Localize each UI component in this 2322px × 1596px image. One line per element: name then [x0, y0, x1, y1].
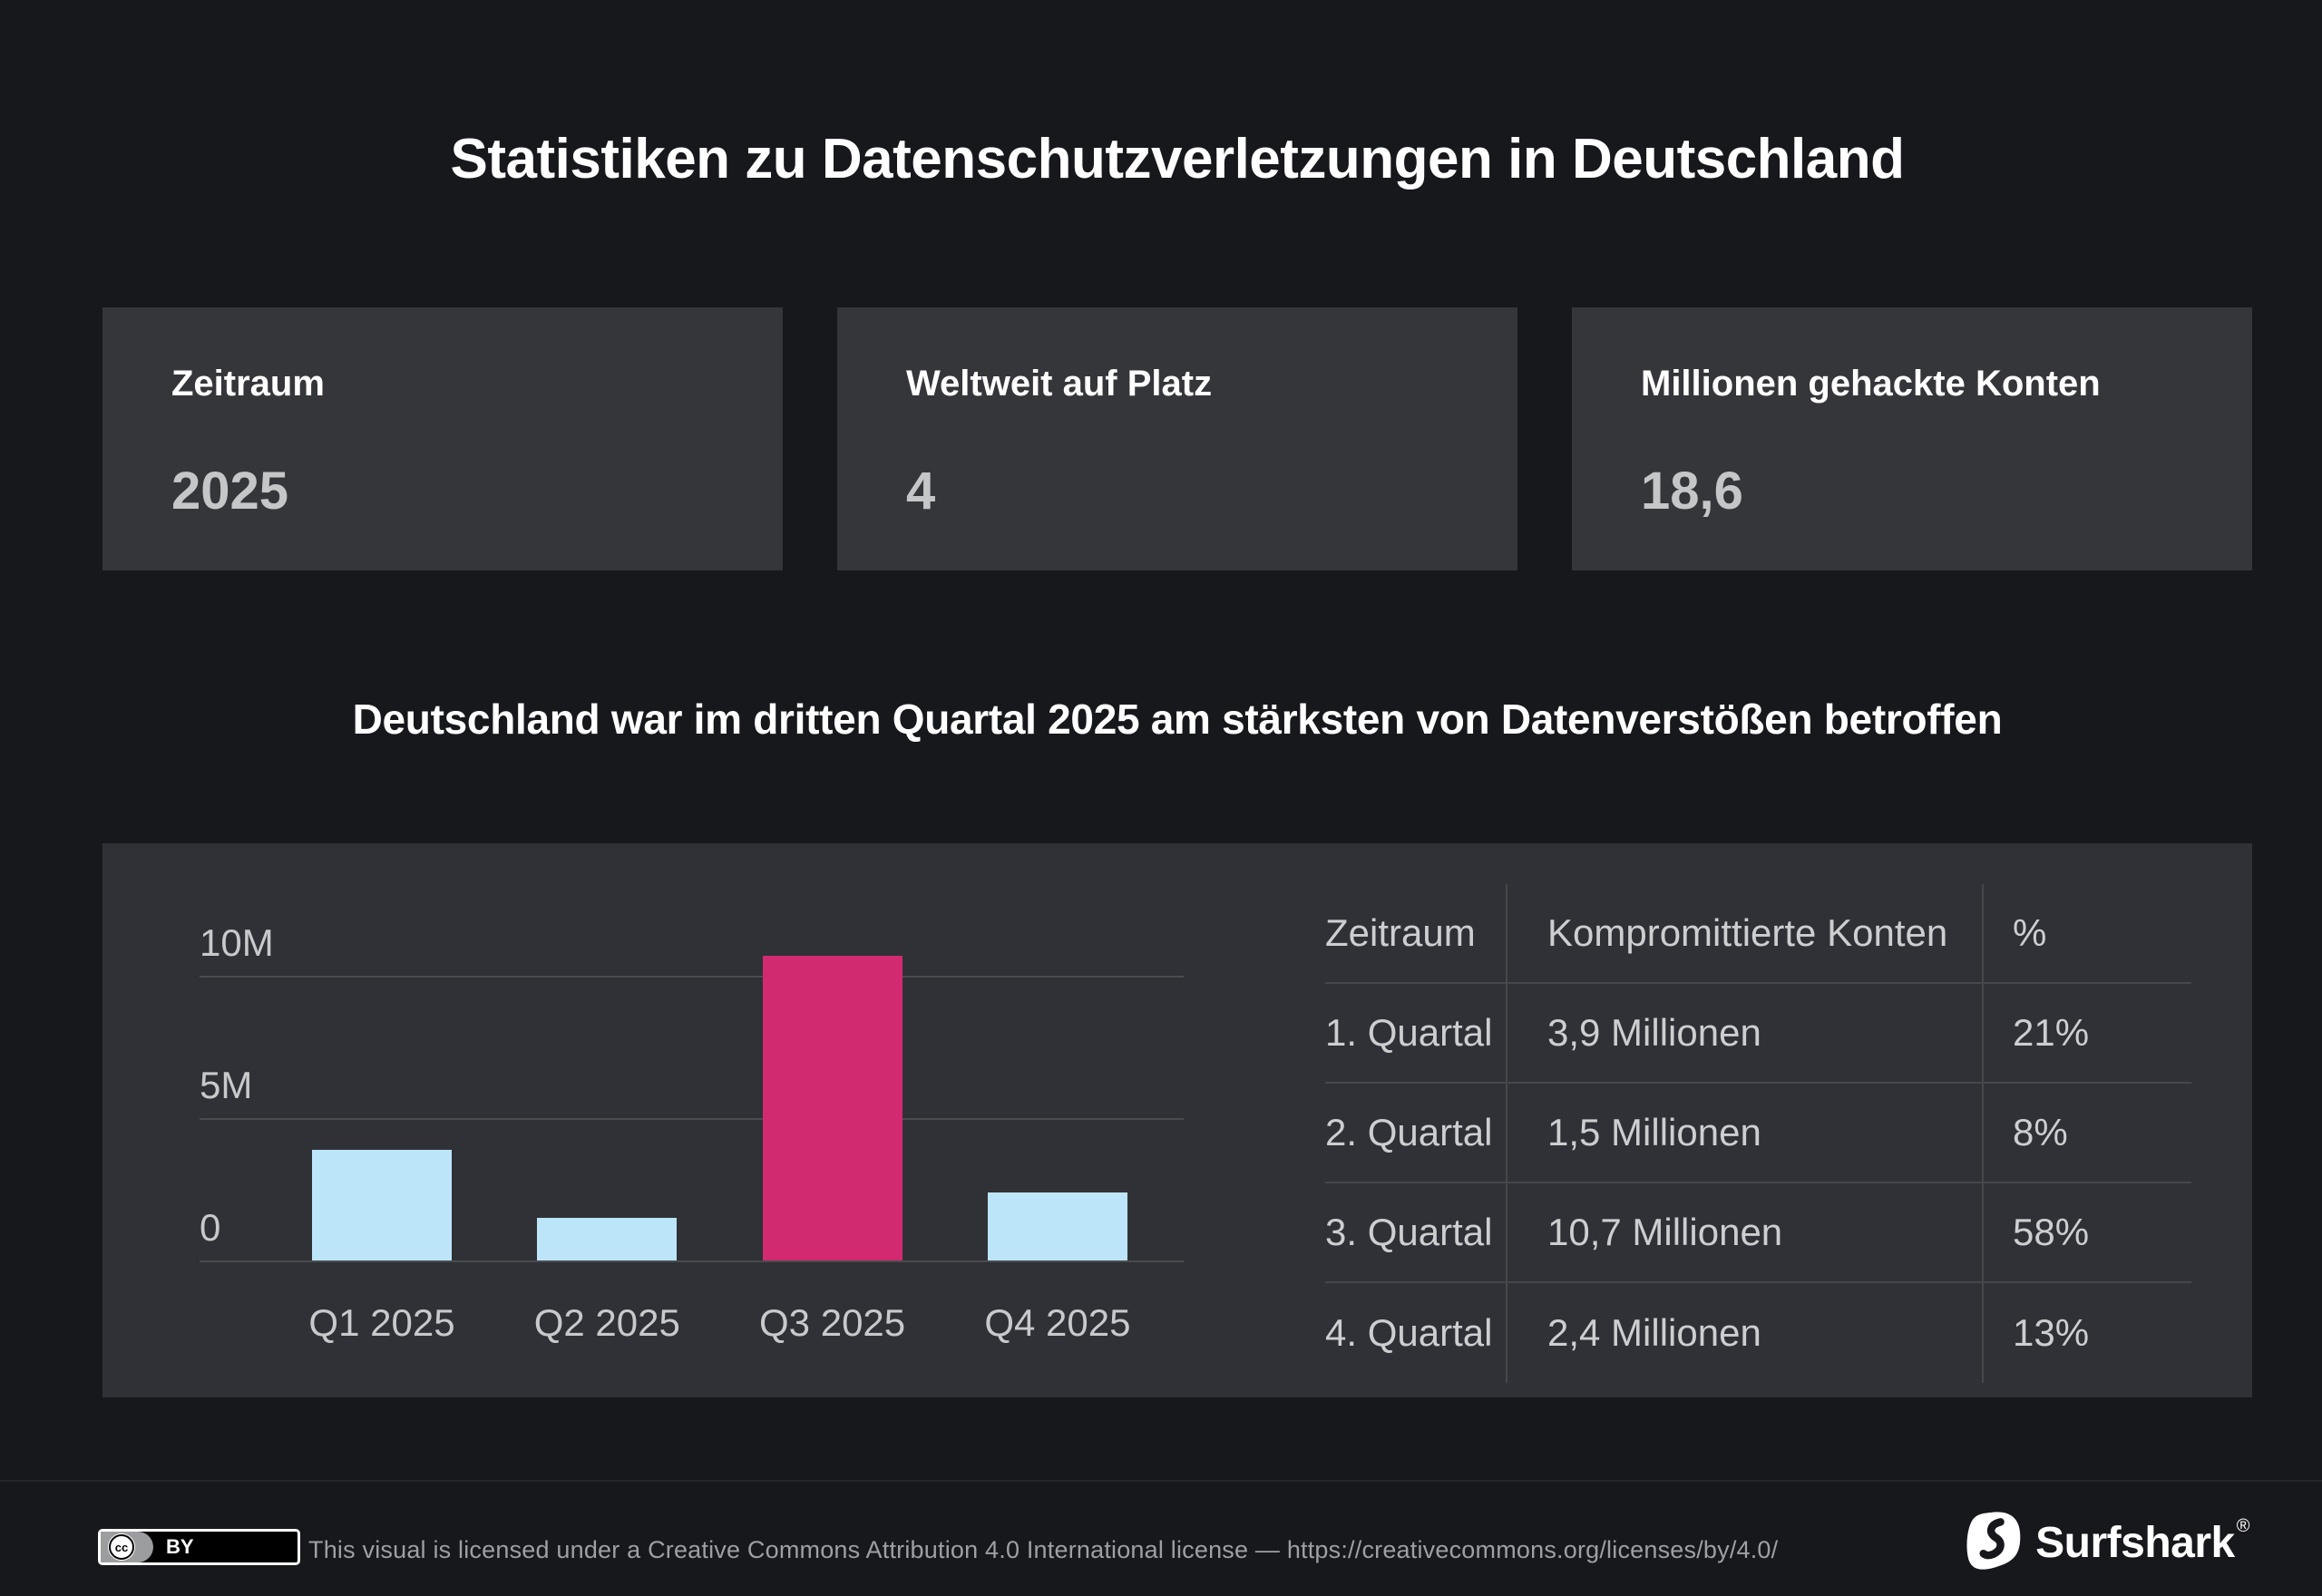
- table-header-cell: Kompromittierte Konten: [1506, 884, 1982, 984]
- footer-divider: [0, 1480, 2322, 1482]
- y-axis-label: 10M: [200, 921, 274, 964]
- quarterly-table: Zeitraum Kompromittierte Konten% 1. Quarta…: [1325, 884, 2191, 1383]
- table-cell: 21%: [1982, 984, 2191, 1084]
- cc-icon-letters: cc: [109, 1534, 134, 1560]
- gridline-10M: [200, 976, 1184, 978]
- stat-card-zeitraum: Zeitraum 2025: [102, 307, 783, 570]
- license-text: This visual is licensed under a Creative…: [308, 1536, 1779, 1563]
- bar-q2-2025: [537, 1217, 678, 1260]
- surfshark-wordmark: Surfshark ®: [2035, 1515, 2250, 1567]
- footer: cc BY This visual is licensed under a Cr…: [0, 1480, 2322, 1596]
- table-header-cell: %: [1982, 884, 2191, 984]
- table-cell: 8%: [1982, 1084, 2191, 1183]
- table-cell: 2. Quartal: [1325, 1084, 1506, 1183]
- table-header-cell: Zeitraum: [1325, 884, 1506, 984]
- gridline-0: [200, 1260, 1184, 1262]
- table-cell: 1,5 Millionen: [1506, 1084, 1982, 1183]
- stat-cards-row: Zeitraum 2025 Weltweit auf Platz 4 Milli…: [102, 307, 2252, 570]
- table-cell: 3. Quartal: [1325, 1183, 1506, 1283]
- table-cell: 58%: [1982, 1183, 2191, 1283]
- x-axis-label: Q1 2025: [308, 1301, 455, 1344]
- x-axis-label: Q3 2025: [759, 1301, 906, 1344]
- chart-headline: Deutschland war im dritten Quartal 2025 …: [352, 696, 2003, 743]
- bar-q3-2025: [762, 956, 902, 1260]
- y-axis-label: 5M: [200, 1064, 253, 1106]
- stat-card-label: Weltweit auf Platz: [906, 364, 1213, 404]
- registered-mark: ®: [2236, 1515, 2250, 1536]
- surfshark-fin-icon: [1966, 1512, 2021, 1570]
- gridline-5M: [200, 1118, 1184, 1120]
- stat-card-weltweit: Weltweit auf Platz 4: [837, 307, 1517, 570]
- chart-panel: 0 5M 10M Q1 2025 Q2 2025 Q3 2025 Q4 2025 Zeitr…: [102, 843, 2252, 1397]
- stat-card-value: 18,6: [1641, 462, 1743, 521]
- x-axis-label: Q2 2025: [533, 1301, 680, 1344]
- table-cell: 3,9 Millionen: [1506, 984, 1982, 1084]
- surfshark-logo: Surfshark ®: [1965, 1511, 2250, 1572]
- stat-card-konten: Millionen gehackte Konten 18,6: [1572, 307, 2252, 570]
- stat-card-label: Millionen gehackte Konten: [1641, 364, 2101, 404]
- stat-card-label: Zeitraum: [171, 364, 325, 404]
- table-cell: 4. Quartal: [1325, 1311, 1493, 1354]
- cc-icon: cc: [108, 1533, 135, 1561]
- stat-card-value: 2025: [171, 462, 289, 521]
- table-cell: 10,7 Millionen: [1506, 1183, 1982, 1283]
- table-cell: 2,4 Millionen: [1506, 1283, 1982, 1383]
- quarterly-bar-chart: 0 5M 10M Q1 2025 Q2 2025 Q3 2025 Q4 2025: [102, 843, 1325, 1397]
- cc-by-badge: cc BY: [98, 1529, 300, 1565]
- table-cell: 13%: [1982, 1283, 2191, 1383]
- cc-by-label: BY: [166, 1535, 194, 1558]
- page-title: Statistiken zu Datenschutzverletzungen i…: [450, 128, 1906, 190]
- x-axis-label: Q4 2025: [984, 1301, 1131, 1344]
- y-axis-label: 0: [200, 1206, 221, 1249]
- stat-card-value: 4: [906, 462, 936, 521]
- bar-q4-2025: [987, 1192, 1127, 1260]
- bar-q1-2025: [312, 1149, 452, 1260]
- table-cell: 1. Quartal: [1325, 984, 1506, 1084]
